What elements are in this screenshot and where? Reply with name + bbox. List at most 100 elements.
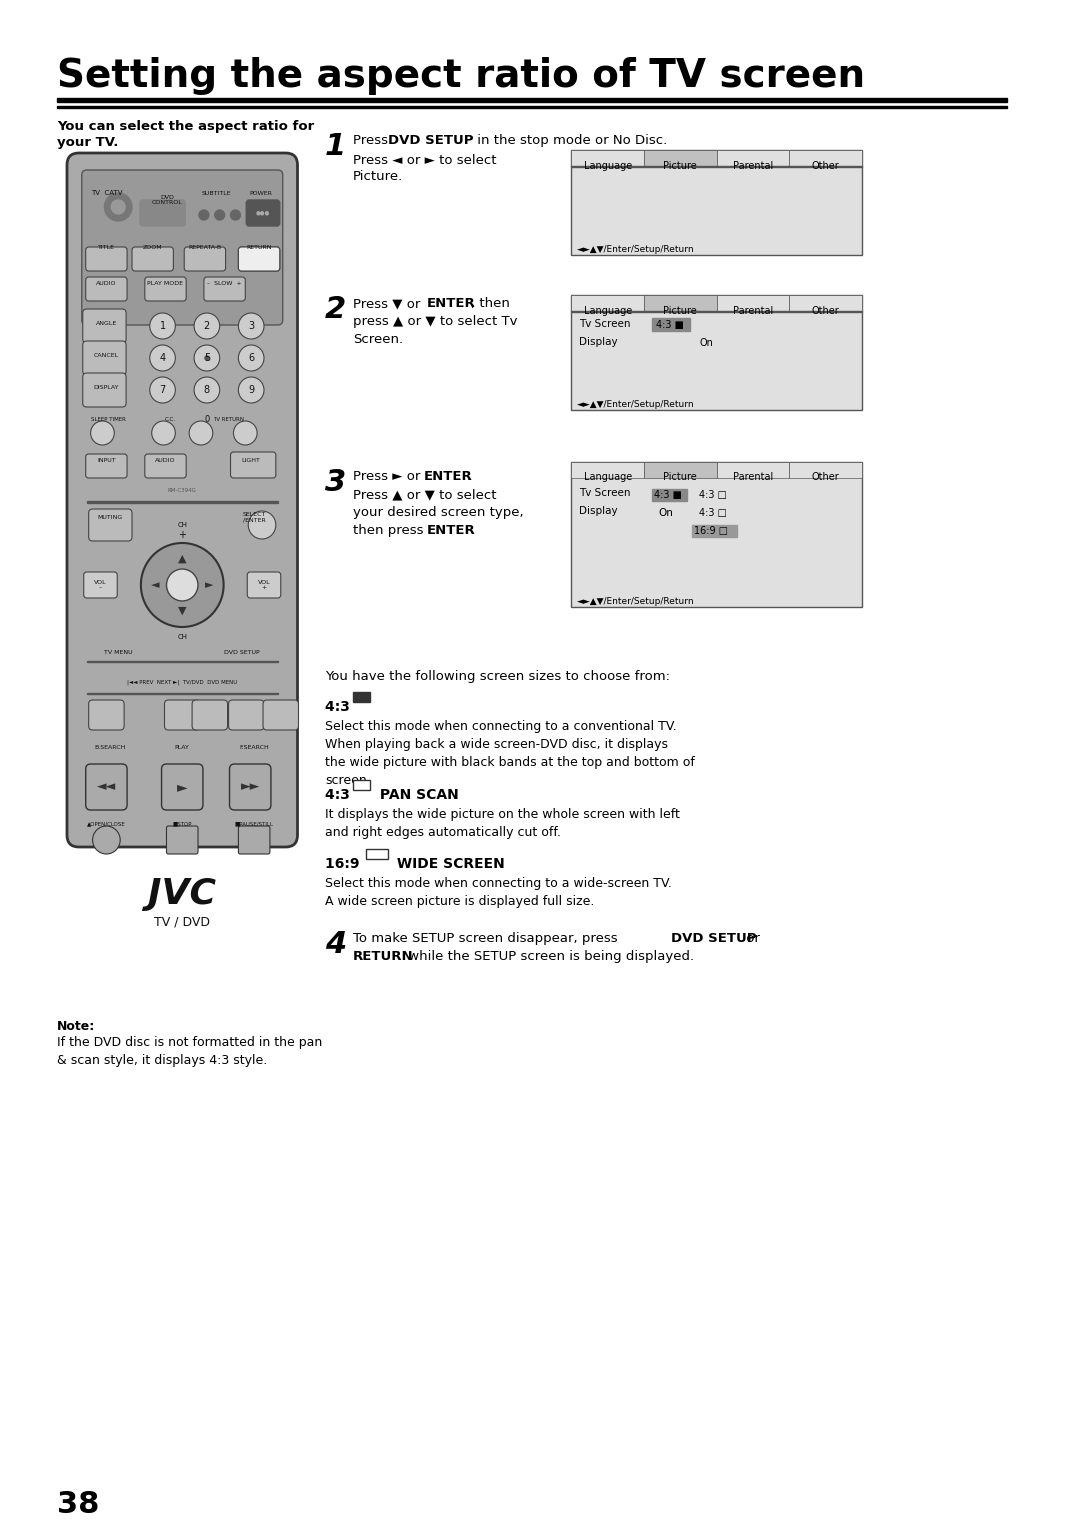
Text: ▲OPEN/CLOSE: ▲OPEN/CLOSE [87,822,125,827]
Bar [789,461,862,478]
Text: JVC: JVC [148,877,216,911]
Text: On: On [658,507,673,518]
Text: VOL
–: VOL – [94,579,107,590]
Bar [789,295,862,312]
Text: Other: Other [812,306,839,316]
Text: AUDIO: AUDIO [156,457,176,463]
Text: ANGLE: ANGLE [96,321,117,325]
FancyBboxPatch shape [192,700,228,730]
Text: 6: 6 [248,353,254,364]
Text: 16:9: 16:9 [325,857,364,871]
Text: 3: 3 [325,468,347,497]
Text: On: On [700,338,713,348]
Circle shape [199,209,208,220]
Circle shape [215,209,225,220]
FancyBboxPatch shape [264,700,298,730]
Text: your desired screen type,: your desired screen type, [353,506,524,520]
Text: PLAY: PLAY [175,744,190,750]
FancyBboxPatch shape [67,153,297,847]
Text: ENTER: ENTER [427,524,475,536]
FancyBboxPatch shape [83,341,126,374]
Text: ►: ► [177,779,188,795]
Text: Language: Language [583,160,632,171]
Text: TV RETURN: TV RETURN [213,417,244,422]
Text: Press ► or: Press ► or [353,471,424,483]
Circle shape [151,422,175,445]
Circle shape [239,377,264,403]
Bar [571,461,644,478]
Circle shape [150,345,175,371]
Text: It displays the wide picture on the whole screen with left
and right edges autom: It displays the wide picture on the whol… [325,808,680,839]
Text: 16:9 □: 16:9 □ [693,526,728,536]
Text: PAN SCAN: PAN SCAN [376,788,459,802]
Text: ◄►▲▼/Enter/Setup/Return: ◄►▲▼/Enter/Setup/Return [578,244,694,254]
Text: press ▲ or ▼ to select Tv: press ▲ or ▼ to select Tv [353,315,517,329]
Circle shape [91,422,114,445]
Text: +: + [178,530,186,539]
FancyBboxPatch shape [140,200,185,226]
Bar [353,779,370,790]
Text: DVD SETUP: DVD SETUP [224,649,259,654]
FancyBboxPatch shape [85,454,127,478]
Text: TV / DVD: TV / DVD [154,915,211,929]
Text: Press: Press [353,134,392,147]
Text: then press: then press [353,524,428,536]
Text: Tv Screen: Tv Screen [579,487,631,498]
Text: REPEATA-B: REPEATA-B [188,244,221,249]
Text: LIGHT: LIGHT [242,457,260,463]
FancyBboxPatch shape [145,277,186,301]
Text: ENTER: ENTER [427,296,475,310]
Text: ZOOM: ZOOM [143,244,162,249]
Bar [717,150,789,167]
Text: 4:3 ■: 4:3 ■ [654,490,681,500]
Text: Press ◄ or ► to select: Press ◄ or ► to select [353,154,496,167]
Bar [571,295,644,312]
Bar [717,461,789,478]
Text: ◄►▲▼/Enter/Setup/Return: ◄►▲▼/Enter/Setup/Return [578,399,694,408]
Text: ◄◄: ◄◄ [97,781,116,793]
FancyBboxPatch shape [162,764,203,810]
Text: RETURN: RETURN [246,244,272,249]
Bar [717,295,789,312]
Text: 4:3: 4:3 [325,788,355,802]
Circle shape [230,209,241,220]
Text: 4:3: 4:3 [325,700,355,714]
Text: ▲: ▲ [178,555,187,564]
Text: 9: 9 [248,385,254,396]
Text: Display: Display [579,506,618,516]
Text: MUTING: MUTING [97,515,123,520]
FancyBboxPatch shape [145,454,186,478]
Text: CH: CH [177,634,187,640]
FancyBboxPatch shape [85,248,127,270]
Text: Picture: Picture [663,472,698,481]
Text: SLEEP TIMER: SLEEP TIMER [91,417,125,422]
Text: Select this mode when connecting to a conventional TV.
When playing back a wide : Select this mode when connecting to a co… [325,720,694,787]
FancyBboxPatch shape [82,170,283,325]
Text: TV MENU: TV MENU [104,649,133,654]
Text: 4:3 □: 4:3 □ [700,490,727,500]
Circle shape [150,377,175,403]
FancyBboxPatch shape [84,571,118,597]
FancyBboxPatch shape [89,700,124,730]
Bar [571,295,862,410]
FancyBboxPatch shape [230,452,275,478]
Text: –  SLOW  +: – SLOW + [207,281,242,286]
Text: CANCEL: CANCEL [94,353,119,358]
FancyBboxPatch shape [229,700,264,730]
Text: 4:3 □: 4:3 □ [700,507,727,518]
Circle shape [105,193,132,222]
FancyBboxPatch shape [83,309,126,342]
Text: RM-C394G: RM-C394G [167,487,197,492]
Text: B.SEARCH: B.SEARCH [95,744,126,750]
Text: To make SETUP screen disappear, press: To make SETUP screen disappear, press [353,932,622,944]
Bar [571,150,862,255]
Text: RETURN: RETURN [353,950,414,963]
Text: SELECT
/ENTER: SELECT /ENTER [243,512,266,523]
FancyBboxPatch shape [89,509,132,541]
Text: POWER: POWER [249,191,272,196]
Text: .: . [471,524,475,536]
Bar [571,150,644,167]
Text: WIDE SCREEN: WIDE SCREEN [392,857,504,871]
FancyBboxPatch shape [85,277,127,301]
Circle shape [248,510,275,539]
